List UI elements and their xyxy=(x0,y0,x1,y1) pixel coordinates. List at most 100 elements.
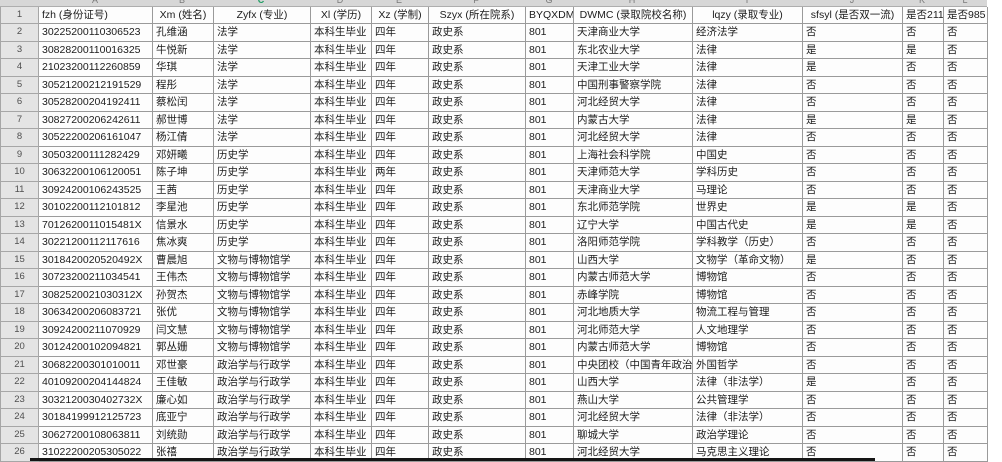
cell[interactable]: 四年 xyxy=(371,76,429,94)
cell[interactable]: 法学 xyxy=(213,76,311,94)
cell[interactable]: 否 xyxy=(802,443,903,462)
cell[interactable]: 政治学与行政学 xyxy=(213,426,311,444)
cell[interactable]: 是 xyxy=(802,216,903,234)
cell[interactable]: 张优 xyxy=(152,303,214,322)
cell[interactable]: 物流工程与管理 xyxy=(692,303,803,322)
cell[interactable]: 孔维涵 xyxy=(152,23,214,42)
cell[interactable]: 否 xyxy=(802,391,903,409)
cell[interactable]: 否 xyxy=(802,321,903,339)
cell[interactable]: 801 xyxy=(525,286,574,304)
cell[interactable]: 是 xyxy=(802,251,903,269)
cell[interactable]: 文物与博物馆学 xyxy=(213,338,311,357)
cell[interactable]: 否 xyxy=(902,23,944,42)
cell[interactable]: 本科生毕业 xyxy=(310,216,372,234)
cell[interactable]: 四年 xyxy=(371,338,429,357)
row-number[interactable]: 19 xyxy=(0,321,39,339)
cell[interactable]: 政史系 xyxy=(428,373,526,392)
cell[interactable]: 本科生毕业 xyxy=(310,41,372,59)
cell[interactable]: 否 xyxy=(902,76,944,94)
cell[interactable]: 程彤 xyxy=(152,76,214,94)
cell[interactable]: 30634200206083721 xyxy=(38,303,153,322)
column-header-cell[interactable]: sfsyl (是否双一流) xyxy=(802,7,903,24)
cell[interactable]: 否 xyxy=(802,163,903,182)
cell[interactable]: 文物与博物馆学 xyxy=(213,251,311,269)
cell[interactable]: 30827200206242611 xyxy=(38,111,153,129)
column-header-cell[interactable]: Xm (姓名) xyxy=(152,7,214,24)
cell[interactable]: 文物学（革命文物） xyxy=(692,251,803,269)
cell[interactable]: 法学 xyxy=(213,128,311,147)
row-number[interactable]: 12 xyxy=(0,198,39,217)
cell[interactable]: 否 xyxy=(802,233,903,252)
cell[interactable]: 801 xyxy=(525,251,574,269)
cell[interactable]: 政史系 xyxy=(428,111,526,129)
cell[interactable]: 政治学与行政学 xyxy=(213,356,311,374)
cell[interactable]: 是 xyxy=(802,111,903,129)
cell[interactable]: 否 xyxy=(802,338,903,357)
row-number[interactable]: 11 xyxy=(0,181,39,199)
cell[interactable]: 否 xyxy=(802,76,903,94)
cell[interactable]: 30124200102094821 xyxy=(38,338,153,357)
cell[interactable]: 政史系 xyxy=(428,181,526,199)
cell[interactable]: 801 xyxy=(525,443,574,462)
cell[interactable]: 四年 xyxy=(371,373,429,392)
cell[interactable]: 王佳敏 xyxy=(152,373,214,392)
cell[interactable]: 四年 xyxy=(371,216,429,234)
cell[interactable]: 四年 xyxy=(371,93,429,112)
cell[interactable]: 博物馆 xyxy=(692,286,803,304)
column-header-cell[interactable]: Xz (学制) xyxy=(371,7,429,24)
cell[interactable]: 法学 xyxy=(213,23,311,42)
cell[interactable]: 本科生毕业 xyxy=(310,181,372,199)
cell[interactable]: 801 xyxy=(525,268,574,287)
cell[interactable]: 31022200205305022 xyxy=(38,443,153,462)
cell[interactable]: 文物与博物馆学 xyxy=(213,286,311,304)
cell[interactable]: 本科生毕业 xyxy=(310,303,372,322)
row-number[interactable]: 20 xyxy=(0,338,39,357)
cell[interactable]: 四年 xyxy=(371,443,429,462)
cell[interactable]: 否 xyxy=(902,163,944,182)
cell[interactable]: 东北师范学院 xyxy=(573,198,693,217)
cell[interactable]: 内蒙古师范大学 xyxy=(573,268,693,287)
cell[interactable]: 华琪 xyxy=(152,58,214,77)
cell[interactable]: 四年 xyxy=(371,303,429,322)
cell[interactable]: 本科生毕业 xyxy=(310,373,372,392)
cell[interactable]: 焦冰爽 xyxy=(152,233,214,252)
cell[interactable]: 博物馆 xyxy=(692,268,803,287)
column-header-cell[interactable]: Xl (学历) xyxy=(310,7,372,24)
cell[interactable]: 否 xyxy=(943,321,988,339)
row-number[interactable]: 10 xyxy=(0,163,39,182)
cell[interactable]: 政治学理论 xyxy=(692,426,803,444)
cell[interactable]: 本科生毕业 xyxy=(310,443,372,462)
cell[interactable]: 公共管理学 xyxy=(692,391,803,409)
cell[interactable]: 政史系 xyxy=(428,338,526,357)
cell[interactable]: 否 xyxy=(902,426,944,444)
cell[interactable]: 政史系 xyxy=(428,233,526,252)
cell[interactable]: 本科生毕业 xyxy=(310,251,372,269)
cell[interactable]: 否 xyxy=(943,93,988,112)
row-number[interactable]: 25 xyxy=(0,426,39,444)
cell[interactable]: 否 xyxy=(902,338,944,357)
cell[interactable]: 否 xyxy=(902,391,944,409)
column-header-cell[interactable]: BYQXDM xyxy=(525,7,574,24)
cell[interactable]: 否 xyxy=(943,41,988,59)
cell[interactable]: 否 xyxy=(902,128,944,147)
column-letter[interactable]: G xyxy=(545,0,553,5)
cell[interactable]: 否 xyxy=(802,146,903,164)
row-number[interactable]: 16 xyxy=(0,268,39,287)
cell[interactable]: 否 xyxy=(902,443,944,462)
cell[interactable]: 801 xyxy=(525,373,574,392)
cell[interactable]: 郭丛姗 xyxy=(152,338,214,357)
cell[interactable]: 否 xyxy=(943,356,988,374)
cell[interactable]: 燕山大学 xyxy=(573,391,693,409)
cell[interactable]: 801 xyxy=(525,181,574,199)
cell[interactable]: 历史学 xyxy=(213,146,311,164)
cell[interactable]: 法律 xyxy=(692,58,803,77)
cell[interactable]: 7012620011015481X xyxy=(38,216,153,234)
cell[interactable]: 本科生毕业 xyxy=(310,286,372,304)
row-number[interactable]: 17 xyxy=(0,286,39,304)
cell[interactable]: 否 xyxy=(802,128,903,147)
cell[interactable]: 陈子坤 xyxy=(152,163,214,182)
cell[interactable]: 否 xyxy=(902,303,944,322)
cell[interactable]: 否 xyxy=(902,356,944,374)
cell[interactable]: 法律 xyxy=(692,41,803,59)
cell[interactable]: 四年 xyxy=(371,181,429,199)
